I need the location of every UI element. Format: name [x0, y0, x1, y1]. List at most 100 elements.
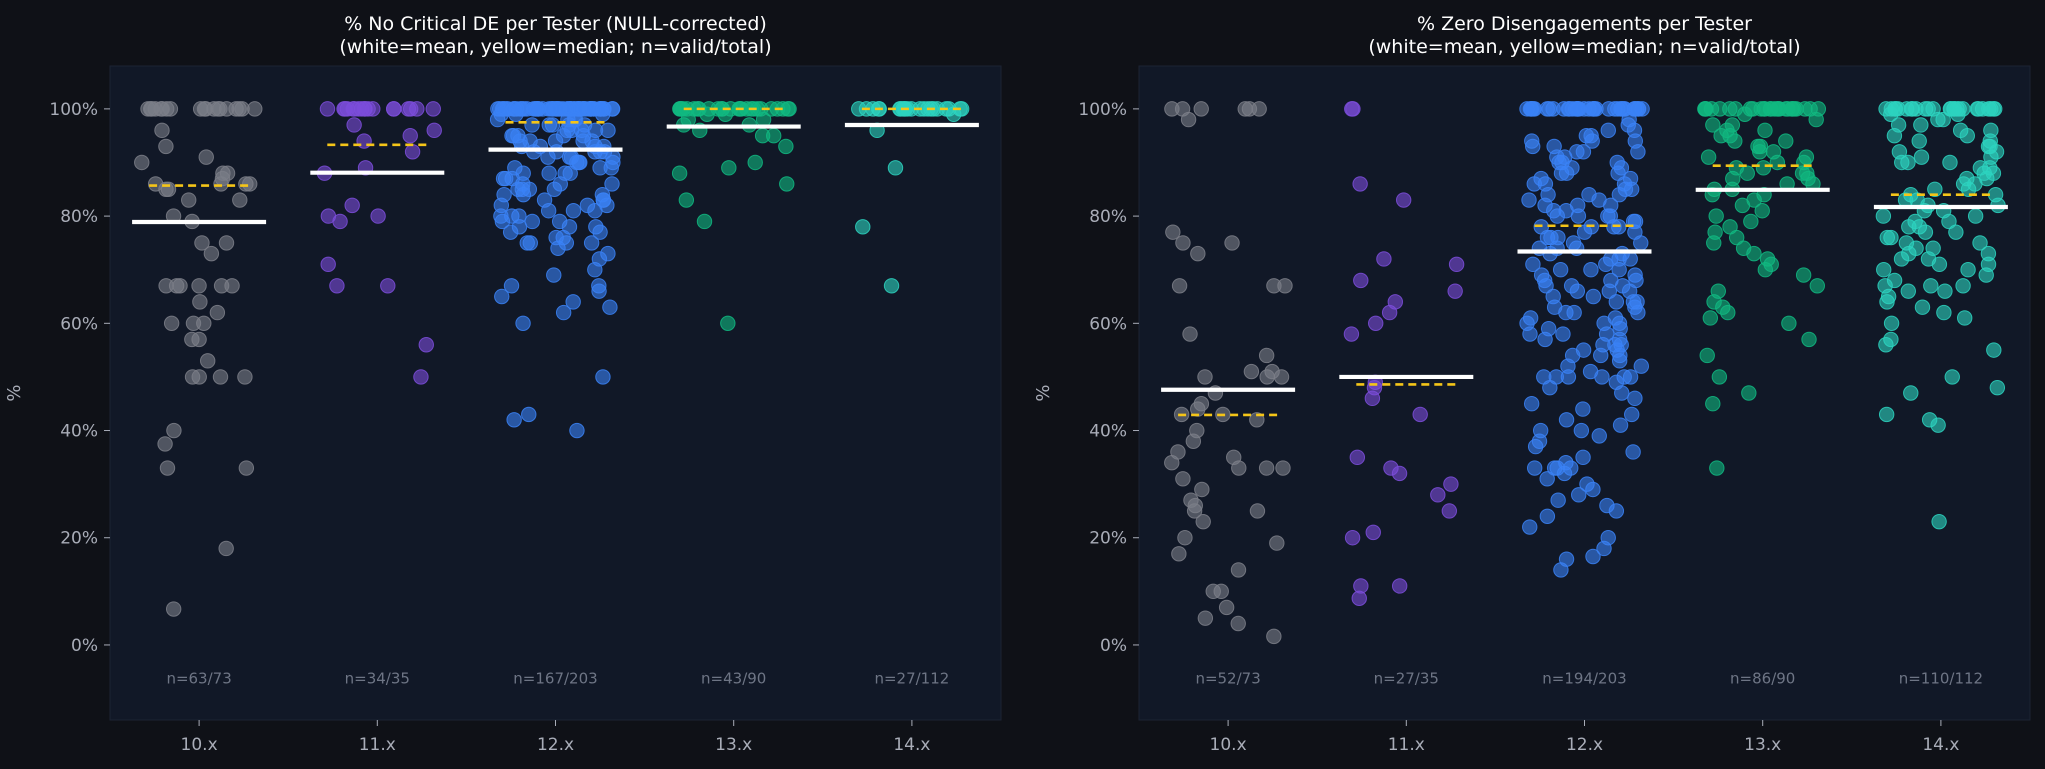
data-point [599, 197, 615, 214]
x-tick-label: 10.x [1210, 735, 1247, 755]
data-point [1739, 165, 1755, 181]
data-point [1875, 208, 1892, 224]
data-point [592, 224, 608, 240]
data-point [489, 111, 506, 128]
data-point [1585, 481, 1601, 498]
data-point [192, 294, 208, 310]
data-point [541, 117, 557, 133]
data-point [199, 353, 216, 369]
data-point [1523, 396, 1540, 412]
data-point [1165, 224, 1181, 240]
data-point [212, 101, 228, 117]
data-point [1699, 347, 1715, 364]
data-point [1737, 106, 1753, 122]
data-point [558, 235, 575, 251]
data-point [1171, 278, 1188, 294]
data-point [522, 235, 538, 251]
x-tick-label: 13.x [715, 735, 752, 755]
data-point [1571, 487, 1587, 503]
category-11x-group: 11.x n=27/35 [1339, 101, 1474, 755]
data-point [1944, 369, 1960, 385]
y-tick-label: 20% [60, 529, 98, 549]
data-point [1612, 417, 1629, 433]
data-point [159, 460, 176, 476]
data-point [717, 106, 734, 122]
data-point [344, 197, 360, 214]
data-point [1352, 176, 1368, 192]
data-point [493, 208, 509, 224]
data-point [781, 101, 797, 117]
data-point [1558, 412, 1575, 428]
data-point [1625, 444, 1641, 460]
data-point [544, 101, 561, 117]
data-point [1878, 406, 1895, 423]
data-point [1941, 213, 1957, 230]
data-point [1213, 583, 1229, 600]
data-point [1556, 465, 1573, 482]
data-point [587, 262, 603, 278]
data-point [1376, 251, 1392, 267]
y-tick-label: 60% [1089, 314, 1127, 334]
data-point [1883, 315, 1900, 332]
data-point [1591, 428, 1607, 444]
data-point [1900, 283, 1917, 299]
data-point [1700, 149, 1717, 165]
y-axis-label: % [4, 384, 25, 401]
x-tick-label: 14.x [893, 735, 930, 755]
data-point [413, 369, 429, 385]
data-point [515, 186, 532, 203]
data-point [425, 101, 441, 117]
data-point [1624, 406, 1640, 423]
chart-title: % No Critical DE per Tester (NULL-correc… [344, 13, 767, 35]
data-point [1795, 267, 1812, 283]
data-point [1611, 262, 1627, 278]
chart-panel-2: % Zero Disengagements per Tester(white=m… [1033, 13, 2031, 755]
data-point [1778, 133, 1794, 149]
data-point [1784, 101, 1801, 117]
data-point [1269, 535, 1285, 551]
data-point [162, 101, 179, 117]
data-point [1553, 165, 1570, 181]
data-point [191, 331, 207, 348]
data-point [1569, 144, 1585, 160]
data-point [1581, 101, 1597, 117]
category-13x-group: 13.x n=86/90 [1695, 101, 1830, 755]
data-point [496, 186, 512, 203]
x-tick-label: 12.x [537, 735, 574, 755]
data-point [1430, 487, 1446, 503]
data-point [1808, 111, 1824, 128]
data-point [604, 176, 620, 192]
data-point [1734, 197, 1751, 214]
category-10x-group: 10.x n=52/73 [1161, 101, 1296, 755]
data-point [678, 192, 695, 208]
category-11x-group: 11.x n=34/35 [310, 101, 445, 755]
data-point [1218, 599, 1235, 616]
data-point [209, 304, 226, 321]
data-point [1743, 213, 1759, 230]
data-point [1923, 278, 1939, 294]
data-point [1195, 513, 1211, 530]
data-point [1936, 304, 1952, 321]
data-point [1391, 465, 1408, 482]
data-point [1900, 154, 1916, 171]
data-point [1752, 144, 1768, 160]
data-point [1883, 106, 1899, 122]
x-tick-label: 11.x [359, 735, 396, 755]
data-point [1569, 197, 1586, 214]
data-point [238, 460, 255, 476]
data-point [945, 106, 962, 122]
n-count-label: n=52/73 [1195, 670, 1260, 688]
data-point [1986, 342, 2002, 358]
data-point [203, 245, 220, 262]
data-point [524, 213, 540, 230]
data-point [503, 278, 520, 294]
data-point [1616, 176, 1633, 192]
data-point [385, 101, 402, 117]
data-point [1893, 251, 1910, 267]
data-point [1942, 154, 1958, 171]
data-point [1555, 326, 1571, 342]
data-point [602, 299, 618, 315]
data-point [699, 106, 715, 122]
data-point [1956, 310, 1973, 326]
